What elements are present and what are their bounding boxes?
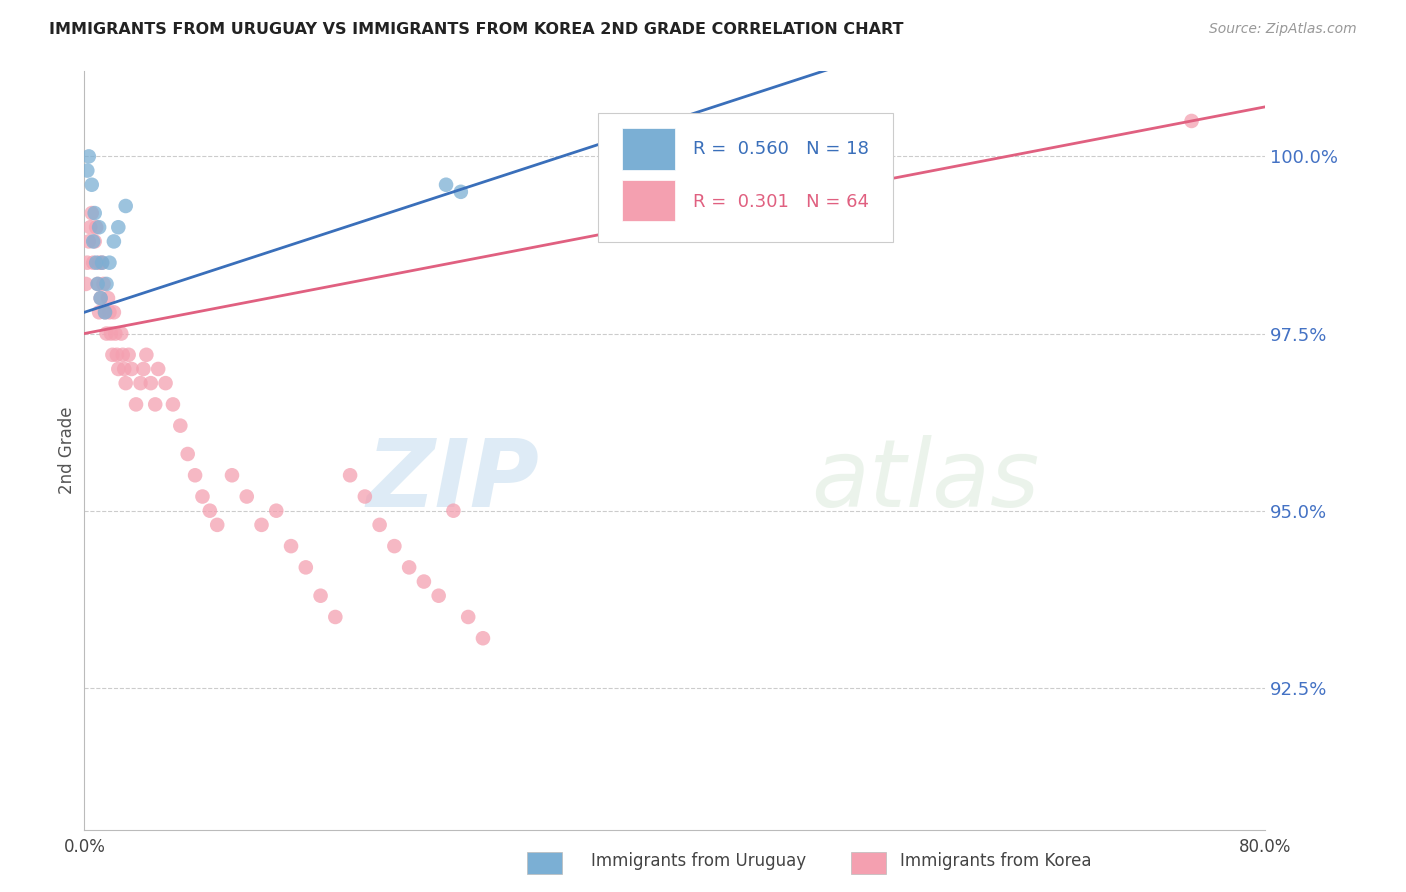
Point: [87, 255, 111, 269]
Point: [80, 206, 103, 220]
Point: [236, 490, 259, 504]
Point: [398, 560, 420, 574]
Point: [91, 255, 114, 269]
Point: [155, 376, 177, 391]
Point: [103, 305, 125, 319]
Point: [86, 277, 108, 291]
Point: [82, 255, 104, 269]
Point: [295, 560, 318, 574]
Point: [148, 362, 170, 376]
Point: [104, 326, 127, 341]
Point: [98, 305, 121, 319]
Point: [129, 376, 152, 391]
Point: [90, 291, 112, 305]
Point: [221, 468, 243, 483]
Point: [457, 610, 479, 624]
Point: [83, 235, 105, 249]
Point: [280, 539, 302, 553]
Point: [125, 397, 148, 411]
Point: [86, 277, 108, 291]
Point: [80, 178, 103, 192]
FancyBboxPatch shape: [598, 113, 893, 242]
Point: [325, 610, 347, 624]
Point: [135, 348, 157, 362]
Point: [266, 504, 288, 518]
Point: [434, 178, 457, 192]
Point: [112, 362, 135, 376]
Point: [111, 348, 134, 362]
Point: [162, 397, 184, 411]
Point: [84, 255, 107, 269]
Point: [143, 397, 166, 411]
Point: [83, 206, 105, 220]
Text: Immigrants from Uruguay: Immigrants from Uruguay: [591, 852, 806, 870]
Point: [77, 149, 100, 163]
Point: [107, 220, 129, 235]
Point: [368, 517, 391, 532]
Point: [427, 589, 450, 603]
Point: [354, 490, 377, 504]
Text: IMMIGRANTS FROM URUGUAY VS IMMIGRANTS FROM KOREA 2ND GRADE CORRELATION CHART: IMMIGRANTS FROM URUGUAY VS IMMIGRANTS FR…: [49, 22, 904, 37]
Point: [103, 235, 125, 249]
Point: [76, 163, 98, 178]
Point: [384, 539, 406, 553]
Point: [79, 220, 101, 235]
Text: R =  0.301   N = 64: R = 0.301 N = 64: [693, 193, 869, 211]
Point: [413, 574, 436, 589]
Text: Source: ZipAtlas.com: Source: ZipAtlas.com: [1209, 22, 1357, 37]
Point: [82, 235, 104, 249]
Text: ZIP: ZIP: [366, 434, 538, 527]
Point: [121, 362, 143, 376]
Point: [101, 348, 124, 362]
Point: [96, 277, 118, 291]
Point: [309, 589, 332, 603]
Point: [105, 348, 128, 362]
Point: [1181, 114, 1204, 128]
Text: atlas: atlas: [811, 435, 1039, 526]
Point: [110, 326, 132, 341]
Point: [169, 418, 191, 433]
Point: [91, 255, 114, 269]
Point: [93, 277, 115, 291]
Point: [87, 305, 111, 319]
Point: [207, 517, 229, 532]
Text: Immigrants from Korea: Immigrants from Korea: [900, 852, 1091, 870]
Point: [472, 632, 495, 646]
Point: [118, 348, 141, 362]
Point: [132, 362, 155, 376]
Point: [191, 490, 214, 504]
Point: [177, 447, 200, 461]
FancyBboxPatch shape: [621, 180, 675, 221]
Point: [450, 185, 472, 199]
Point: [75, 277, 97, 291]
Point: [76, 255, 98, 269]
Point: [94, 305, 117, 319]
Point: [139, 376, 162, 391]
Point: [114, 376, 136, 391]
Point: [443, 504, 465, 518]
Point: [100, 326, 122, 341]
Point: [97, 291, 120, 305]
Point: [96, 326, 118, 341]
Point: [250, 517, 273, 532]
Point: [107, 362, 129, 376]
Point: [339, 468, 361, 483]
Point: [84, 220, 107, 235]
Point: [198, 504, 221, 518]
Point: [98, 255, 121, 269]
Y-axis label: 2nd Grade: 2nd Grade: [58, 407, 76, 494]
Point: [90, 291, 112, 305]
Point: [87, 220, 111, 235]
Point: [77, 235, 100, 249]
Text: R =  0.560   N = 18: R = 0.560 N = 18: [693, 140, 869, 158]
Point: [184, 468, 207, 483]
Point: [94, 305, 117, 319]
FancyBboxPatch shape: [621, 128, 675, 170]
Point: [114, 199, 136, 213]
